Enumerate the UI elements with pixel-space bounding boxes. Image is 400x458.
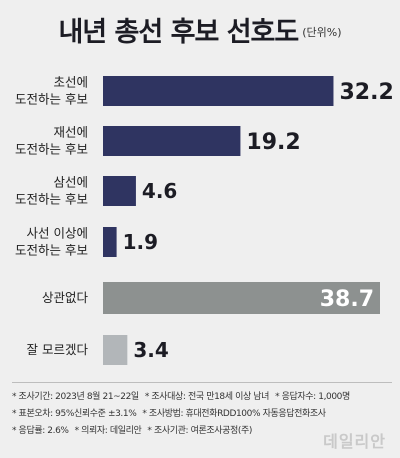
chart-unit: (단위%)	[302, 26, 342, 39]
bar-5	[103, 335, 128, 365]
note-item-0-2: * 응답자수: 1,000명	[275, 392, 350, 402]
category-label-0-0: 초선에	[53, 75, 88, 90]
category-label-5-0: 잘 모르겠다	[27, 342, 89, 357]
category-label-0-1: 도전하는 후보	[15, 92, 88, 107]
watermark-logo: 데일리안	[323, 432, 386, 451]
value-label-5: 3.4	[133, 338, 168, 362]
bar-0	[103, 76, 334, 106]
note-row-1: * 표본오차: 95%신뢰수준 ±3.1% * 조사방법: 휴대전화RDD100%…	[12, 406, 392, 423]
category-label-4-0: 상관없다	[42, 290, 89, 305]
category-label-2-0: 삼선에	[53, 175, 88, 190]
note-item-0-1: * 조사대상: 전국 만18세 이상 남녀	[144, 392, 270, 402]
note-item-2-0: * 응답률: 2.6%	[12, 426, 69, 436]
value-label-4: 38.7	[320, 287, 374, 312]
bar-2	[103, 176, 136, 206]
note-item-2-2: * 조사기관: 여론조사공정(주)	[147, 426, 252, 436]
note-row-2: * 응답률: 2.6% * 의뢰자: 데일리안 * 조사기관: 여론조사공정(주)	[12, 423, 392, 440]
value-label-1: 19.2	[246, 130, 300, 155]
note-item-1-0: * 표본오차: 95%신뢰수준 ±3.1%	[12, 409, 137, 419]
category-label-1-1: 도전하는 후보	[15, 142, 88, 157]
value-label-2: 4.6	[142, 179, 177, 203]
bar-4	[103, 282, 380, 314]
note-item-1-1: * 조사방법: 휴대전화RDD100% 자동응답전화조사	[142, 409, 326, 419]
note-item-2-1: * 의뢰자: 데일리안	[74, 426, 142, 436]
survey-notes: * 조사기간: 2023년 8월 21~22일 * 조사대상: 전국 만18세 이…	[12, 382, 392, 440]
value-label-0: 32.2	[339, 80, 393, 105]
value-label-3: 1.9	[123, 230, 158, 254]
chart-title: 내년 총선 후보 선호도	[58, 17, 299, 48]
note-item-0-0: * 조사기간: 2023년 8월 21~22일	[12, 392, 139, 402]
category-label-3-1: 도전하는 후보	[15, 243, 88, 258]
category-label-1-0: 재선에	[53, 125, 88, 140]
category-label-3-0: 사선 이상에	[27, 226, 88, 241]
chart-title-area: 내년 총선 후보 선호도 (단위%)	[0, 10, 400, 49]
category-label-2-1: 도전하는 후보	[15, 192, 88, 207]
bar-1	[103, 126, 241, 156]
note-row-0: * 조사기간: 2023년 8월 21~22일 * 조사대상: 전국 만18세 이…	[12, 389, 392, 406]
bar-3	[103, 227, 117, 257]
